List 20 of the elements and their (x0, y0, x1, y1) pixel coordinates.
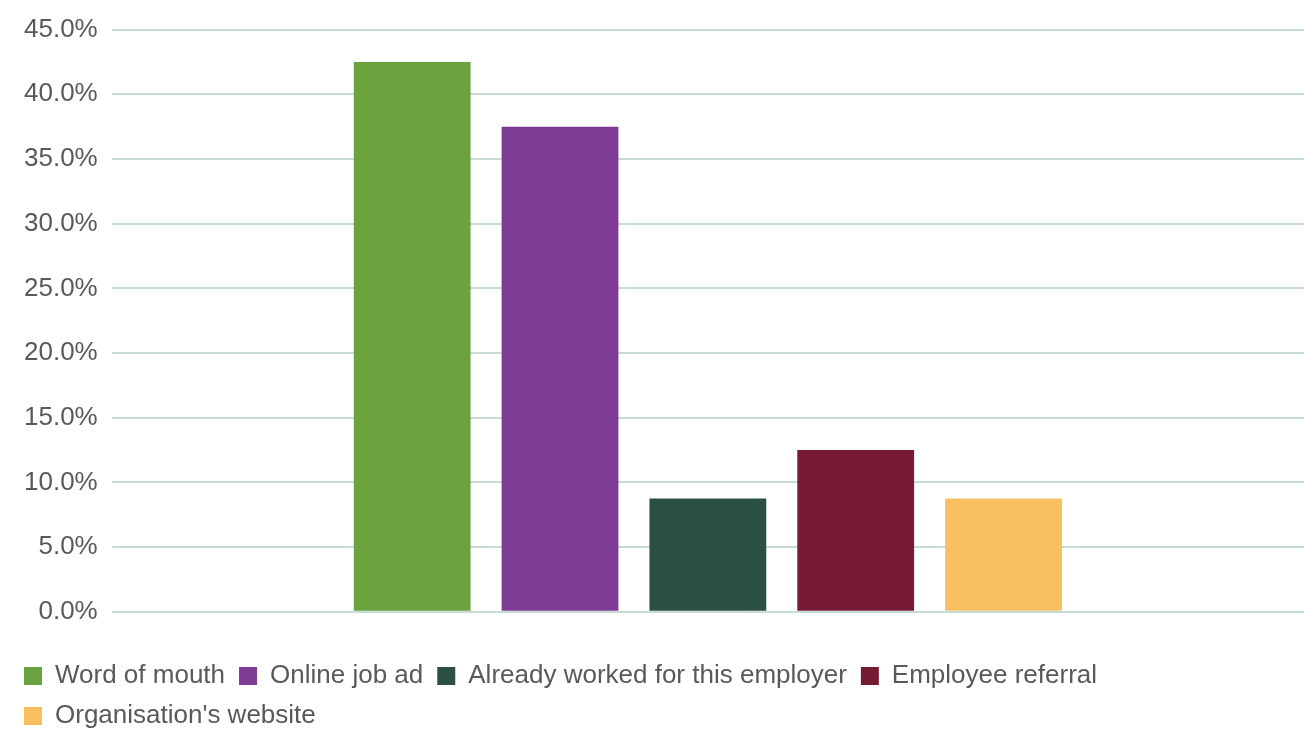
y-tick-label: 45.0% (23, 12, 98, 43)
legend-label: Already worked for this employer (468, 659, 848, 690)
bar (649, 498, 767, 611)
y-tick-label: 0.0% (38, 594, 98, 625)
bar (797, 450, 915, 611)
legend-label: Organisation's website (55, 699, 316, 730)
legend-label: Word of mouth (55, 659, 226, 690)
legend-label: Employee referral (891, 659, 1098, 690)
y-tick-label: 30.0% (23, 206, 98, 237)
bar (353, 61, 471, 611)
y-tick-label: 5.0% (38, 530, 98, 561)
bar (501, 126, 619, 611)
y-tick-label: 40.0% (23, 77, 98, 108)
y-tick-label: 20.0% (23, 336, 98, 367)
y-tick-label: 15.0% (23, 400, 98, 431)
legend-label: Online job ad (270, 659, 424, 690)
y-tick-label: 10.0% (23, 465, 98, 496)
bar (945, 498, 1062, 611)
y-tick-label: 25.0% (23, 271, 98, 302)
y-tick-label: 35.0% (23, 142, 98, 173)
